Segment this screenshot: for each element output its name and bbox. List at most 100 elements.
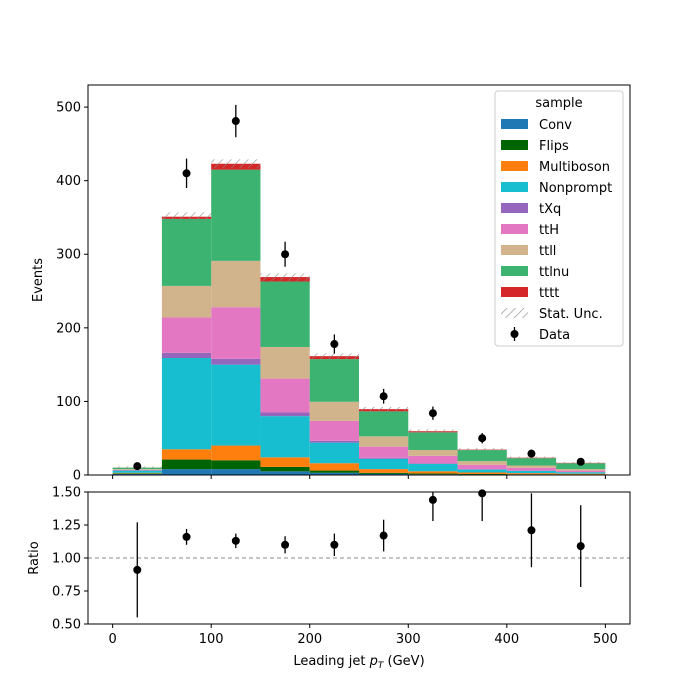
- ratio-ytick-label-4: 1.50: [52, 486, 81, 501]
- xlabel-main: Leading jet: [293, 654, 369, 669]
- bar-nonprompt-bin-3: [260, 416, 310, 458]
- bar-tth-bin-1: [161, 317, 212, 353]
- legend-swatch-ttll: [501, 245, 528, 255]
- bar-flips-bin-5: [359, 472, 409, 474]
- bar-tth-bin-9: [556, 470, 606, 473]
- main-ytick-label-3: 300: [56, 248, 81, 263]
- stat-unc-bin-2: [211, 159, 261, 169]
- legend-swatch-nonprompt: [501, 182, 528, 192]
- ratio-xtick-label-2: 200: [297, 632, 322, 647]
- bar-multiboson-bin-3: [260, 457, 310, 467]
- legend-swatch-tth: [501, 224, 528, 234]
- stat-unc-bin-4: [309, 353, 359, 360]
- bar-flips-bin-0: [112, 473, 162, 474]
- bar-multiboson-bin-2: [211, 445, 261, 461]
- bar-conv-bin-4: [309, 472, 359, 475]
- bar-multiboson-bin-5: [359, 469, 409, 473]
- bar-nonprompt-bin-1: [161, 358, 212, 450]
- bar-multiboson-bin-0: [112, 472, 162, 474]
- bar-nonprompt-bin-8: [506, 470, 557, 474]
- main-x-ticks: [112, 475, 606, 479]
- bar-flips-bin-3: [260, 466, 310, 472]
- bar-nonprompt-bin-9: [556, 472, 606, 474]
- ratio-plot-frame: [87, 491, 631, 625]
- main-ytick-label-2: 200: [56, 321, 81, 336]
- legend-label-conv: Conv: [539, 118, 572, 133]
- ratio-xtick-label-3: 300: [396, 632, 421, 647]
- legend-label-multiboson: Multiboson: [539, 160, 610, 175]
- bar-txq-bin-2: [211, 358, 261, 365]
- ratio-point-1: [182, 532, 191, 541]
- main-panel: 0 100 200 300 400 500 Events: [31, 84, 631, 484]
- bar-multiboson-bin-1: [161, 449, 212, 460]
- bar-tth-bin-0: [112, 469, 162, 471]
- legend-swatch-ttlnu: [501, 266, 528, 276]
- ratio-ytick-label-3: 1.25: [52, 519, 81, 534]
- legend-swatch-multiboson: [501, 161, 528, 171]
- bar-ttll-bin-4: [309, 401, 359, 421]
- bar-conv-bin-5: [359, 473, 409, 475]
- bar-multiboson-bin-7: [457, 472, 507, 474]
- ratio-points: [133, 489, 585, 618]
- ratio-xtick-label-4: 400: [494, 632, 519, 647]
- legend-swatch-txq: [501, 203, 528, 213]
- bar-multiboson-bin-4: [309, 463, 359, 471]
- bar-txq-bin-3: [260, 412, 310, 417]
- stat-unc-bin-3: [260, 273, 310, 281]
- stat-unc-bin-6: [408, 429, 458, 434]
- bar-ttll-bin-5: [359, 436, 409, 447]
- main-ylabel: Events: [31, 258, 46, 302]
- bar-ttll-bin-1: [161, 285, 212, 318]
- ratio-point-4: [330, 540, 339, 549]
- bar-multiboson-bin-8: [506, 473, 557, 475]
- bar-tth-bin-2: [211, 307, 261, 359]
- bar-ttlnu-bin-6: [408, 432, 458, 450]
- bar-ttlnu-bin-8: [506, 458, 557, 466]
- data-point-8: [527, 449, 536, 458]
- bar-ttlnu-bin-9: [556, 463, 606, 470]
- bar-conv-bin-2: [211, 469, 261, 475]
- bar-tth-bin-8: [506, 467, 557, 471]
- data-point-7: [478, 434, 487, 443]
- main-plot-frame: [87, 84, 631, 476]
- legend-label-flips: Flips: [539, 139, 569, 154]
- ratio-point-5: [379, 531, 388, 540]
- bar-nonprompt-bin-0: [112, 470, 162, 473]
- bar-conv-bin-3: [260, 471, 310, 475]
- stat-unc-bin-1: [161, 212, 212, 222]
- xlabel-sub: T: [378, 661, 385, 671]
- bar-ttll-bin-6: [408, 449, 458, 456]
- bar-ttll-bin-2: [211, 260, 261, 308]
- bar-ttlnu-bin-4: [309, 359, 359, 402]
- bar-txq-bin-6: [408, 463, 458, 464]
- main-ytick-label-1: 100: [56, 395, 81, 410]
- bar-conv-bin-1: [161, 469, 212, 475]
- legend-label-nonprompt: Nonprompt: [539, 181, 612, 196]
- stat-unc-bin-7: [457, 448, 507, 452]
- bar-txq-bin-4: [309, 440, 359, 443]
- ratio-y-ticks: 0.50 0.75 1.00 1.25 1.50: [52, 486, 88, 633]
- bar-flips-bin-2: [211, 460, 261, 470]
- bar-ttll-bin-8: [506, 465, 557, 468]
- data-point-0: [133, 462, 142, 471]
- bar-txq-bin-5: [359, 457, 409, 459]
- bar-nonprompt-bin-2: [211, 364, 261, 446]
- bar-tth-bin-3: [260, 378, 310, 413]
- ratio-ylabel: Ratio: [27, 541, 42, 574]
- bar-ttlnu-bin-1: [161, 218, 212, 286]
- legend: sample Conv Flips Multiboson Nonprompt tXq ttH…: [494, 90, 624, 347]
- ratio-point-3: [281, 540, 290, 549]
- bar-ttlnu-bin-5: [359, 411, 409, 437]
- bar-tth-bin-6: [408, 455, 458, 464]
- bar-flips-bin-1: [161, 459, 212, 470]
- bar-tth-bin-7: [457, 464, 507, 470]
- bar-nonprompt-bin-7: [457, 469, 507, 473]
- stat-unc-bin-8: [506, 456, 557, 459]
- bar-conv-bin-0: [112, 473, 162, 475]
- data-point-3: [281, 250, 290, 259]
- main-ytick-label-0: 0: [73, 469, 81, 484]
- data-point-2: [231, 117, 240, 126]
- stat-unc-bin-5: [359, 406, 409, 412]
- ratio-xlabel: Leading jet pT (GeV): [293, 654, 424, 671]
